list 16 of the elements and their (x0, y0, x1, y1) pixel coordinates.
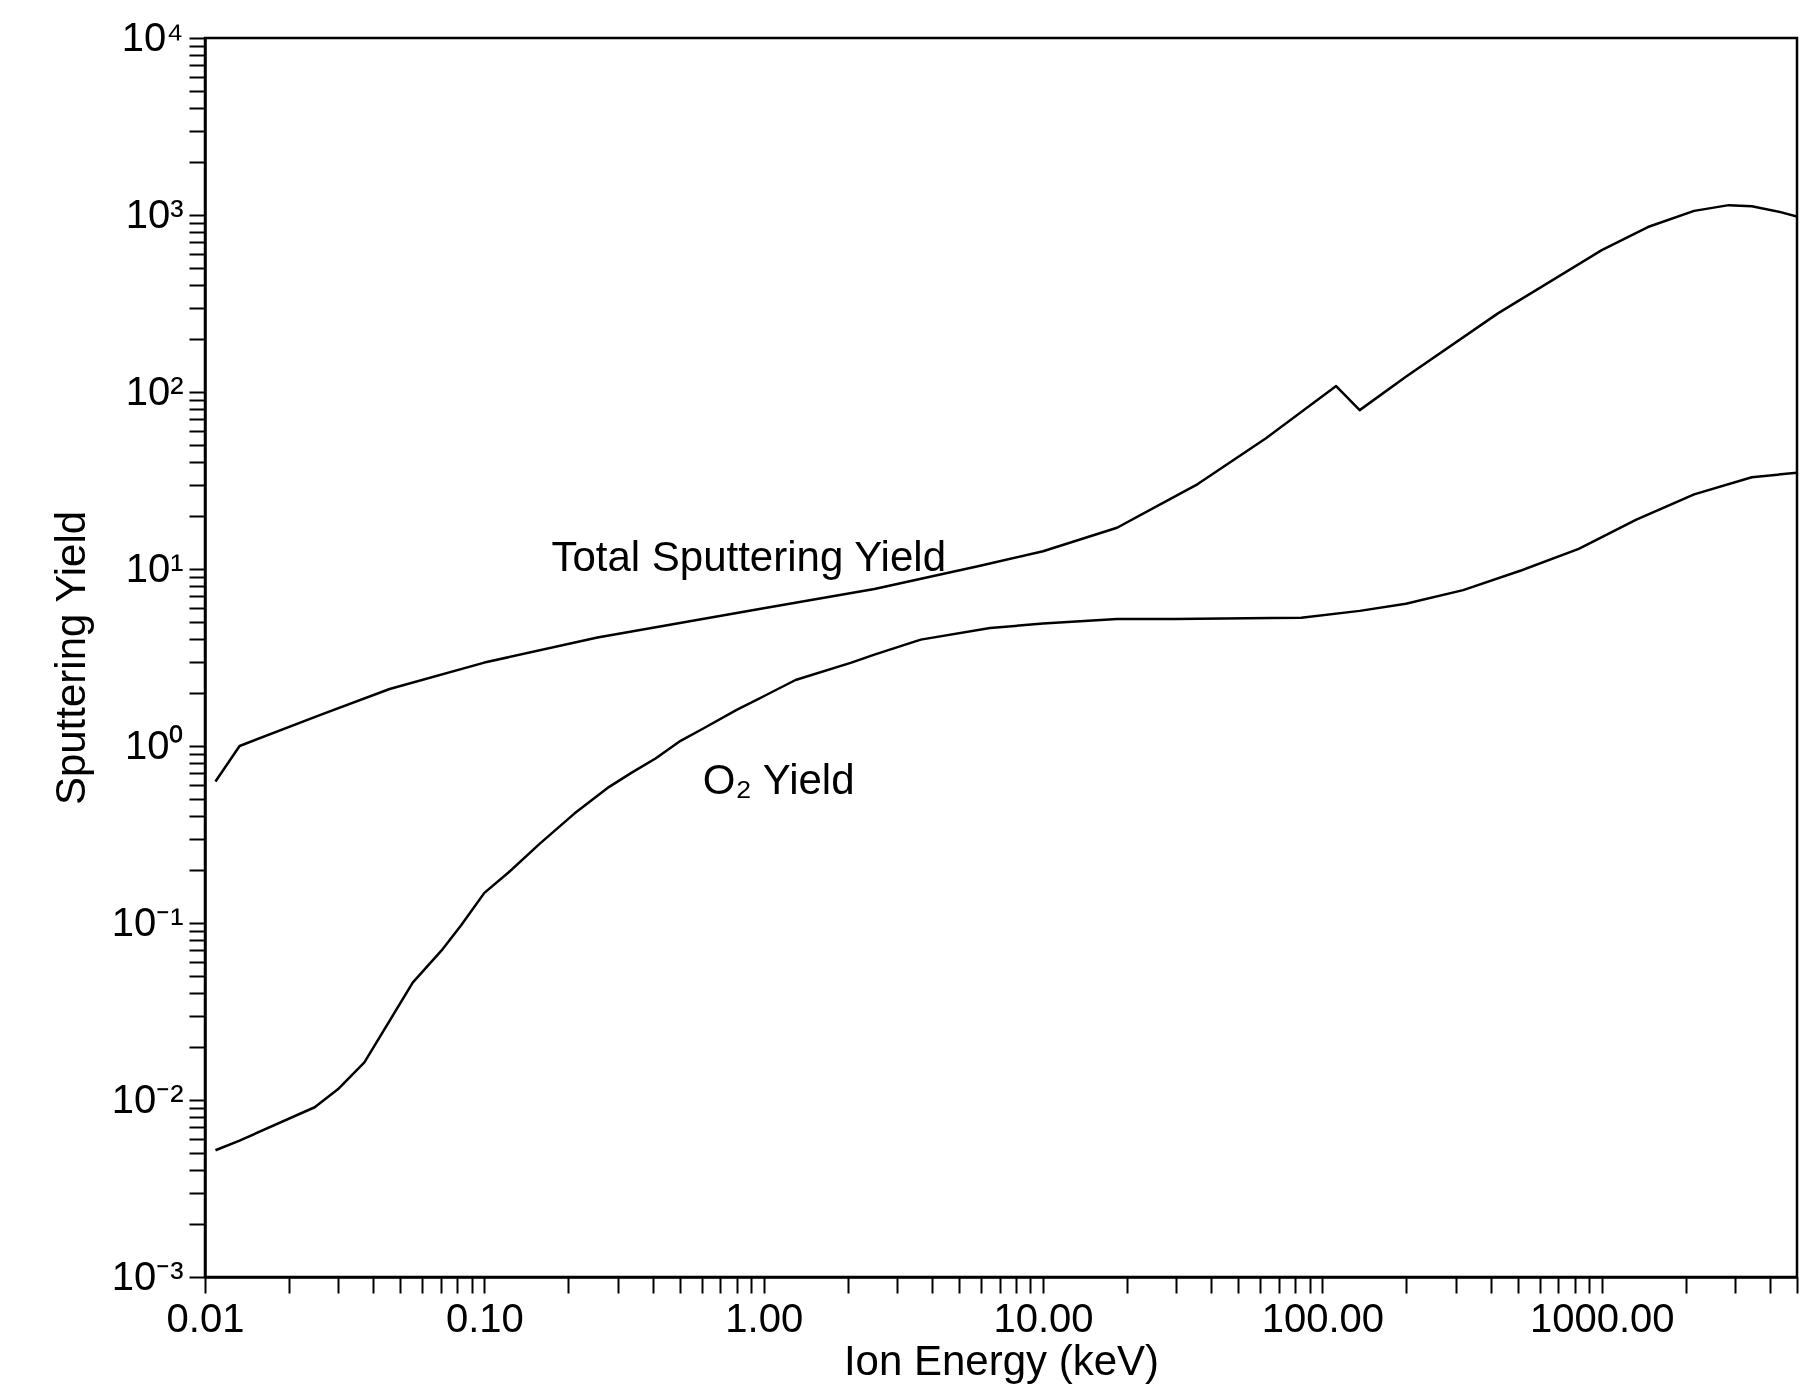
x-tick-label: 100.00 (1261, 1295, 1385, 1340)
y-tick-label: 10⁻² (111, 1076, 184, 1121)
series-label: Total Sputtering Yield (551, 533, 946, 581)
y-tick-label: 10⁰ (125, 722, 184, 767)
y-tick-label: 10³ (125, 191, 184, 236)
x-tick-label: 0.01 (166, 1295, 245, 1340)
y-tick-label: 10¹ (125, 545, 184, 590)
series-label: O₂ Yield (702, 756, 855, 804)
y-tick-label: 10⁴ (121, 14, 184, 59)
y-axis-title: Sputtering Yield (46, 510, 94, 806)
y-tick-label: 10² (125, 368, 184, 413)
x-tick-label: 1.00 (725, 1295, 804, 1340)
y-tick-label: 10⁻¹ (111, 899, 184, 944)
x-tick-label: 0.10 (445, 1295, 524, 1340)
x-tick-label: 1000.00 (1529, 1295, 1675, 1340)
y-tick-label: 10⁻³ (111, 1253, 184, 1298)
